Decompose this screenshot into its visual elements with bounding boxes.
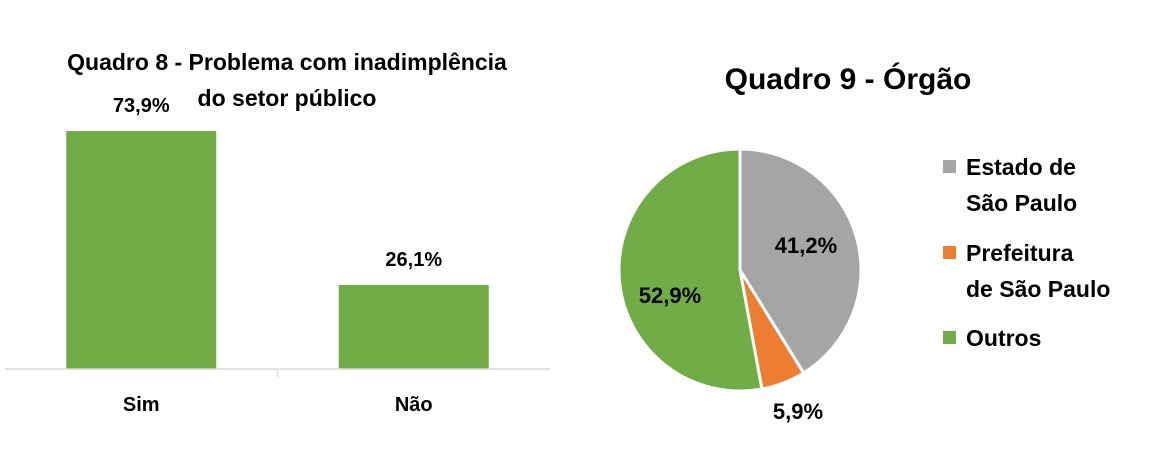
- legend-swatch-0: [943, 160, 956, 173]
- category-label-0: Sim: [123, 394, 160, 416]
- bar-value-label-0: 73,9%: [113, 95, 170, 117]
- legend-swatch-2: [943, 331, 956, 344]
- pie-marks: 41,2% 5,9% 52,9%: [617, 147, 863, 424]
- legend-label-0-line-0: Estado de: [966, 154, 1076, 180]
- pie-slice-2: [617, 147, 764, 393]
- legend-label-0-line-1: São Paulo: [966, 190, 1077, 216]
- bar-chart-title-line-2: do setor público: [198, 85, 377, 111]
- pie-chart-title: Quadro 9 - Órgão: [725, 62, 972, 96]
- pie-legend: Estado de São Paulo Prefeitura de São Paulo…: [943, 154, 1110, 351]
- legend-label-2-line-0: Outros: [966, 325, 1041, 351]
- legend-swatch-1: [943, 246, 956, 259]
- pie-value-label-2: 52,9%: [639, 283, 701, 308]
- pie-value-label-0: 41,2%: [775, 233, 837, 258]
- bar-0: [66, 131, 217, 369]
- pie-value-label-1: 5,9%: [773, 399, 823, 424]
- bar-value-label-1: 26,1%: [385, 249, 442, 271]
- bar-chart-title-line-1: Quadro 8 - Problema com inadimplência: [67, 49, 507, 75]
- bar-1: [338, 284, 489, 369]
- category-label-1: Não: [395, 394, 433, 416]
- legend-label-1-line-0: Prefeitura: [966, 240, 1074, 266]
- pie-chart: Quadro 9 - Órgão 41,2% 5,9% 52,9% Estado d…: [617, 62, 1110, 424]
- legend-label-1-line-1: de São Paulo: [966, 276, 1110, 302]
- bar-marks: 73,9% Sim 26,1% Não: [66, 95, 489, 416]
- bar-chart: Quadro 8 - Problema com inadimplência do…: [5, 49, 550, 416]
